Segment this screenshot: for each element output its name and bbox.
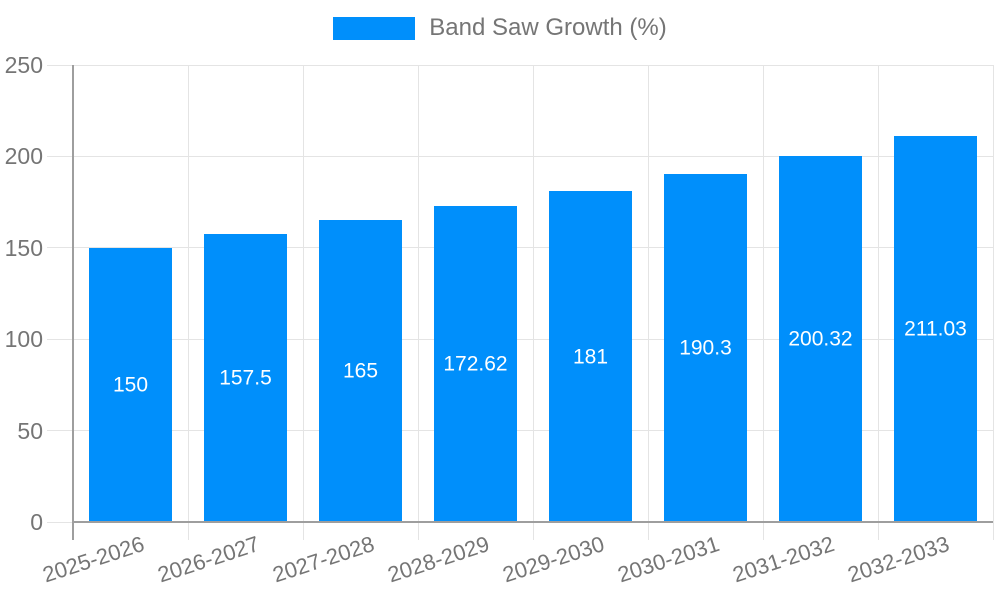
bar-2029-2030[interactable]: 181 <box>549 191 632 522</box>
gridline-horizontal <box>47 64 993 66</box>
x-tick-label: 2028-2029 <box>384 531 493 588</box>
x-tick-label: 2032-2033 <box>844 531 953 588</box>
y-tick-label: 200 <box>4 143 43 170</box>
y-axis-line <box>72 65 74 540</box>
bar-value-label: 172.62 <box>443 352 508 376</box>
bar-value-label: 190.3 <box>679 336 732 360</box>
bar-value-label: 165 <box>342 359 379 383</box>
legend: Band Saw Growth (%) <box>0 16 1000 40</box>
y-tick-label: 150 <box>4 234 43 261</box>
y-tick-label: 100 <box>4 326 43 353</box>
gridline-vertical <box>762 65 764 540</box>
bar-2030-2031[interactable]: 190.3 <box>664 174 747 522</box>
x-tick-label: 2026-2027 <box>154 531 263 588</box>
y-tick-label: 250 <box>4 52 43 78</box>
bar-2026-2027[interactable]: 157.5 <box>204 234 287 522</box>
y-axis-labels: 0 50 100 150 200 250 <box>0 0 45 600</box>
bar-2028-2029[interactable]: 172.62 <box>434 206 517 522</box>
bar-value-label: 150 <box>112 373 149 397</box>
gridline-vertical <box>302 65 304 540</box>
gridline-horizontal <box>47 247 993 249</box>
gridline-vertical <box>992 65 994 540</box>
x-axis-line <box>73 521 993 523</box>
x-tick-label: 2025-2026 <box>39 531 148 588</box>
gridline-vertical <box>532 65 534 540</box>
bar-2031-2032[interactable]: 200.32 <box>779 155 862 522</box>
x-tick-label: 2030-2031 <box>614 531 723 588</box>
bar-2032-2033[interactable]: 211.03 <box>894 136 977 522</box>
bar-value-label: 211.03 <box>904 317 967 341</box>
legend-color-swatch <box>333 16 416 40</box>
bar-value-label: 157.5 <box>219 366 272 390</box>
y-tick-label: 50 <box>17 417 43 444</box>
x-tick-label: 2031-2032 <box>729 531 838 588</box>
gridline-vertical <box>417 65 419 540</box>
plot-area: 150 157.5 165 172.62 181 190.3 200.32 211.03 202… <box>40 64 994 587</box>
bar-2025-2026[interactable]: 150 <box>89 247 172 522</box>
gridline-horizontal <box>47 338 993 340</box>
gridline-vertical <box>187 65 189 540</box>
gridline-vertical <box>877 65 879 540</box>
bar-value-label: 200.32 <box>788 327 853 351</box>
y-tick-label: 0 <box>30 509 43 535</box>
gridline-vertical <box>647 65 649 540</box>
x-tick-label: 2029-2030 <box>499 531 608 588</box>
bar-value-label: 181 <box>572 345 609 369</box>
gridline-horizontal <box>47 155 993 157</box>
bar-2027-2028[interactable]: 165 <box>319 220 402 522</box>
legend-item-band-saw-growth[interactable]: Band Saw Growth (%) <box>333 14 667 41</box>
legend-label: Band Saw Growth (%) <box>429 14 667 41</box>
gridline-horizontal <box>47 430 993 432</box>
x-tick-label: 2027-2028 <box>269 531 378 588</box>
